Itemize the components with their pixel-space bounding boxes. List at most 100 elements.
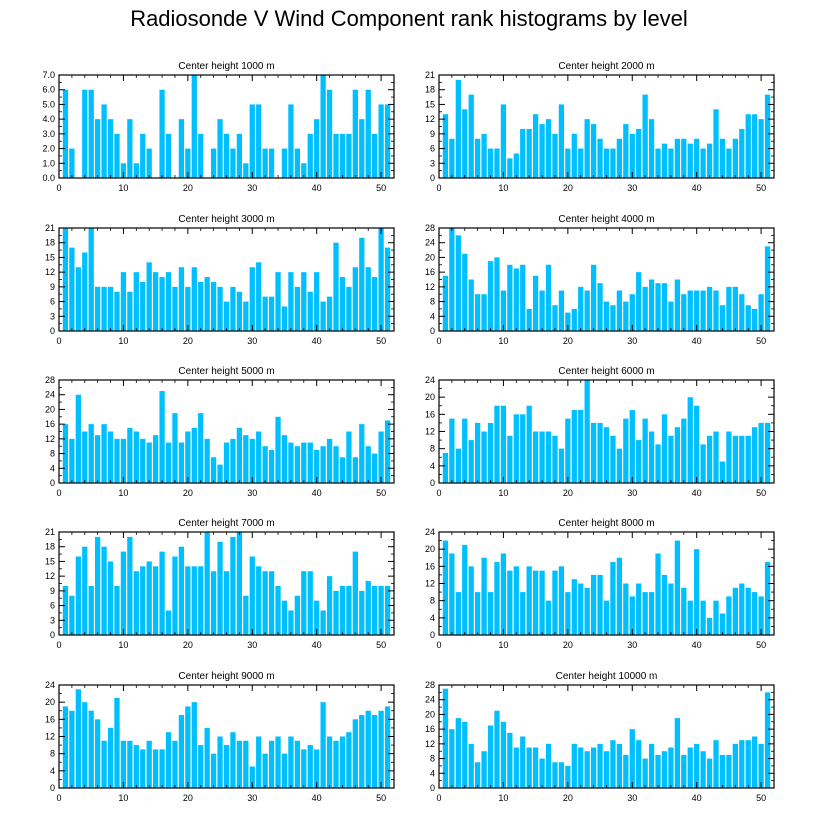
y-tick-label: 28: [425, 223, 435, 233]
bar: [204, 532, 210, 635]
bar: [610, 435, 616, 483]
bar: [165, 272, 172, 331]
x-tick-label: 50: [756, 640, 766, 650]
bar: [590, 264, 597, 331]
bar: [571, 410, 577, 483]
bar: [140, 749, 146, 789]
panel-title: Center height 2000 m: [558, 61, 654, 72]
bar: [217, 119, 223, 178]
x-tick-label: 40: [692, 183, 702, 193]
bar: [545, 600, 552, 635]
bar: [752, 592, 758, 635]
y-tick-label: 20: [425, 252, 435, 262]
bar: [294, 286, 300, 331]
bar: [475, 422, 481, 483]
bar: [481, 294, 487, 331]
bar: [623, 583, 629, 635]
bar: [146, 262, 152, 331]
panel-10: Center height 10000 m 0 10 20 30 40 50 0 4 8 12 16 2…: [425, 671, 775, 803]
x-tick-label: 20: [563, 183, 573, 193]
bar: [442, 114, 449, 178]
bar: [217, 736, 223, 788]
x-tick-label: 10: [118, 793, 128, 803]
bar: [507, 732, 513, 788]
bar: [571, 743, 577, 788]
x-tick-label: 40: [312, 793, 322, 803]
y-tick-label: 18: [425, 85, 435, 95]
bar: [339, 277, 346, 331]
bar: [520, 736, 526, 788]
bar: [681, 294, 687, 331]
bar: [507, 570, 513, 636]
bar: [642, 286, 648, 331]
bar: [159, 391, 165, 483]
bar: [101, 424, 107, 483]
bar: [442, 275, 449, 331]
x-tick-label: 30: [627, 336, 637, 346]
bar: [539, 758, 545, 788]
x-tick-label: 10: [498, 640, 508, 650]
y-tick-label: 4: [430, 461, 435, 471]
bar: [378, 104, 384, 178]
bar: [629, 294, 635, 331]
bar: [636, 583, 642, 635]
bar: [758, 422, 764, 483]
bar: [133, 571, 139, 635]
x-tick-label: 10: [118, 183, 128, 193]
bar: [268, 740, 275, 788]
y-tick-label: 8: [50, 749, 55, 759]
y-tick-label: 15: [45, 252, 55, 262]
bar: [565, 592, 571, 635]
bar: [603, 751, 610, 788]
y-tick-label: 24: [45, 680, 55, 690]
y-tick-label: 1.0: [42, 158, 55, 168]
bar: [558, 566, 565, 635]
bar: [384, 706, 391, 788]
bar: [590, 747, 597, 788]
bar: [584, 751, 590, 788]
bar: [642, 592, 648, 635]
bar: [558, 104, 565, 178]
bar: [307, 291, 313, 331]
bar: [191, 267, 197, 331]
y-tick-label: 6: [50, 297, 55, 307]
panel-title: Center height 4000 m: [558, 214, 654, 225]
bar: [706, 435, 713, 483]
bar: [494, 405, 500, 483]
bar: [719, 754, 726, 788]
bar: [114, 697, 120, 789]
bar: [152, 566, 159, 635]
x-tick-label: 0: [56, 640, 61, 650]
bar: [565, 312, 571, 331]
bar: [739, 583, 745, 635]
y-tick-label: 8: [50, 449, 55, 459]
bar: [230, 732, 236, 788]
bar: [326, 89, 333, 178]
bar: [262, 571, 268, 635]
panel-5: Center height 5000 m 0 10 20 30 40 50 0 4 8 12 16 20…: [45, 366, 395, 498]
bar: [62, 89, 69, 178]
bar: [301, 571, 307, 635]
bar: [597, 283, 603, 331]
y-tick-label: 0: [430, 326, 435, 336]
bar: [610, 740, 616, 788]
bar: [700, 290, 706, 331]
bar: [732, 435, 738, 483]
bar: [127, 291, 133, 331]
bar: [706, 758, 713, 788]
y-tick-label: 12: [45, 571, 55, 581]
bar: [146, 561, 152, 635]
bar: [236, 133, 243, 178]
bar: [82, 89, 88, 178]
bar: [185, 431, 191, 483]
bar: [571, 579, 577, 635]
y-tick-label: 12: [45, 732, 55, 742]
x-tick-label: 0: [56, 488, 61, 498]
bar: [655, 148, 661, 178]
x-tick-label: 50: [756, 793, 766, 803]
bar: [88, 424, 94, 483]
bar: [378, 585, 384, 635]
bar: [301, 442, 307, 483]
x-tick-label: 10: [118, 488, 128, 498]
panel-2: Center height 2000 m 0 10 20 30 40 50 0 3 6 9 12 15 1…: [425, 61, 775, 193]
